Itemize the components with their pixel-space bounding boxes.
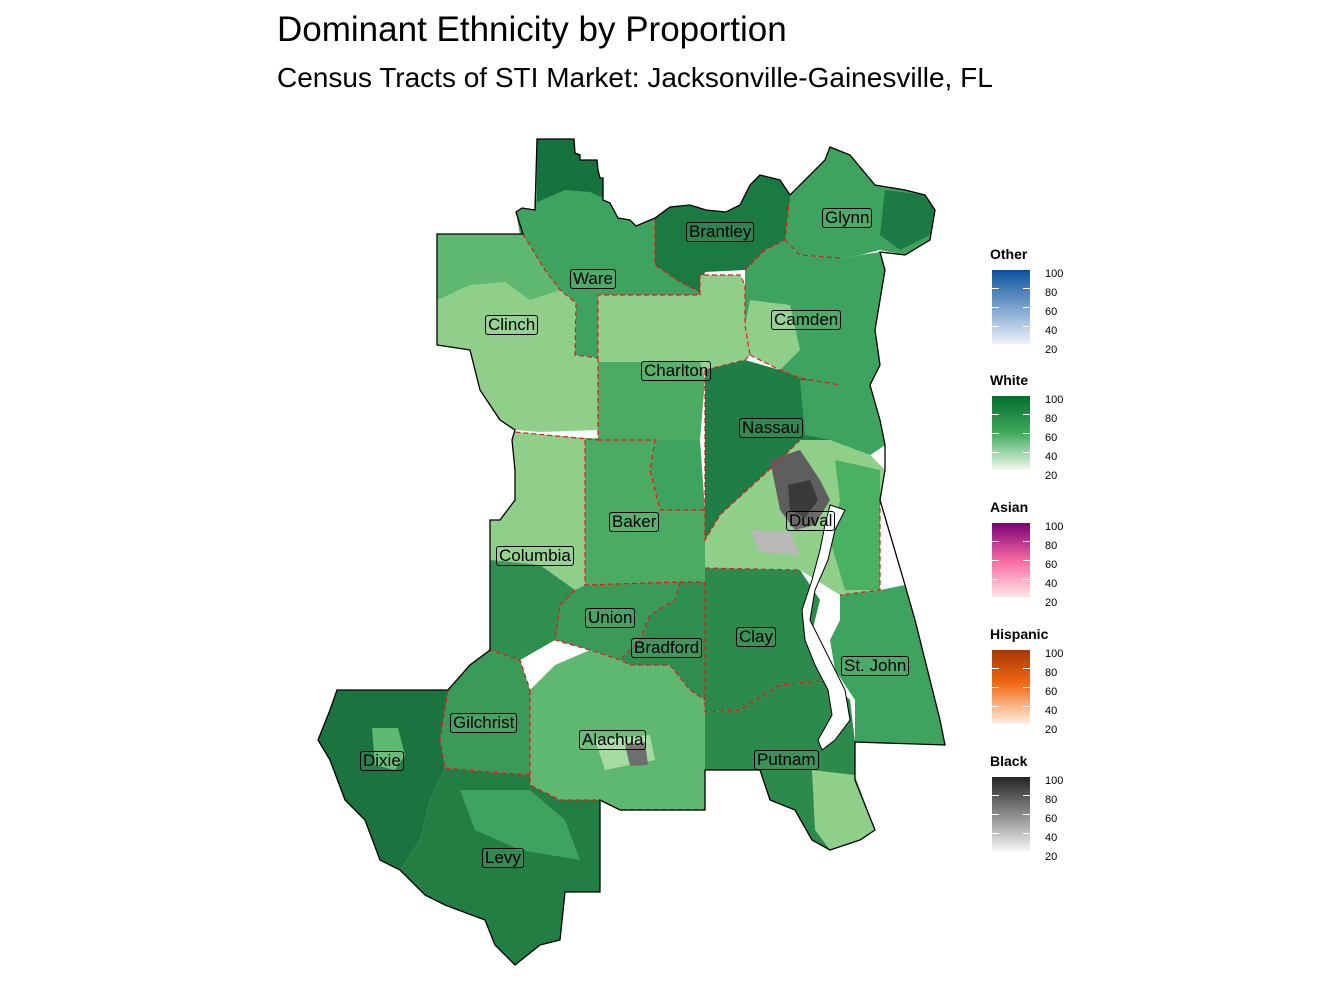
tract-glynn-coast [880,190,935,250]
legend-title-black: Black [990,753,1028,769]
legend-tick-label: 60 [1045,686,1058,698]
tract-dixie-center [372,728,405,770]
tract-duval-black-dark [788,480,818,518]
county-label-gilchrist: Gilchrist [450,713,518,733]
county-boundaries [439,194,881,811]
legend-tick-label: 20 [1045,470,1058,482]
legend-tick-label: 40 [1045,832,1058,844]
county-gilchrist[interactable] [440,650,530,775]
tract-clinch-north [437,234,560,300]
legend-asian: Asian 100 80 60 40 20 [990,499,1080,609]
legend-tick-label: 60 [1045,432,1058,444]
county-label-alachua: Alachua [579,730,647,750]
county-label-clay: Clay [736,627,777,647]
tract-camden-west [745,300,800,370]
county-label-stjohns: St. John [841,656,910,676]
legend-tick-label: 100 [1045,521,1064,533]
legend-black: Black 100 80 60 40 20 [990,753,1080,863]
county-label-putnam: Putnam [754,750,819,770]
legend-tick-label: 100 [1045,394,1064,406]
legend-tick-label: 40 [1045,451,1058,463]
tract-columbia-south [490,560,575,660]
legend-tick-label: 80 [1045,413,1058,425]
legend-tick-label: 60 [1045,559,1058,571]
legend-tick-label: 100 [1045,775,1064,787]
county-label-ware: Ware [570,269,616,289]
county-label-glynn: Glynn [822,208,873,228]
legend-tick-label: 20 [1045,344,1058,356]
legend-other: Other 100 80 60 40 20 [990,246,1080,356]
county-label-bradford: Bradford [631,638,703,658]
legend-title-white: White [990,372,1029,388]
tract-putnam-south [812,770,875,850]
county-label-baker: Baker [609,512,660,532]
county-label-levy: Levy [482,848,524,868]
legend-hispanic: Hispanic 100 80 60 40 20 [990,626,1080,736]
county-fills [318,139,945,965]
legend-tick-label: 80 [1045,287,1058,299]
legend-tick-label: 100 [1045,268,1064,280]
tract-ware-north [537,139,603,202]
county-union[interactable] [555,582,680,660]
county-label-nassau: Nassau [739,418,803,438]
legend-title-hispanic: Hispanic [990,626,1049,642]
legend-tick-label: 40 [1045,325,1058,337]
county-label-brantley: Brantley [686,222,755,242]
county-baker[interactable] [585,438,705,585]
legend-title-other: Other [990,246,1028,262]
legend-tick-label: 20 [1045,851,1058,863]
tract-charlton-south [598,362,705,440]
tract-duval-east [830,460,880,590]
legend-tick-label: 60 [1045,813,1058,825]
county-bradford[interactable] [620,582,705,700]
legend-tick-label: 80 [1045,794,1058,806]
legend-tick-label: 60 [1045,306,1058,318]
county-ware[interactable] [516,139,700,358]
tract-baker-east [650,440,705,510]
legend-tick-label: 80 [1045,540,1058,552]
county-label-clinch: Clinch [485,315,539,335]
legend-tick-label: 40 [1045,705,1058,717]
legend-title-asian: Asian [990,499,1029,515]
county-dixie[interactable] [318,690,448,870]
legend-tick-label: 80 [1045,667,1058,679]
legend-tick-label: 100 [1045,648,1064,660]
legend-white: White 100 80 60 40 20 [990,372,1080,482]
county-label-camden: Camden [771,310,842,330]
legend-tick-label: 20 [1045,597,1058,609]
county-label-union: Union [585,608,636,628]
county-clay[interactable] [705,568,830,712]
tract-nassau-east [800,380,885,455]
county-label-charlton: Charlton [641,361,712,381]
legend-tick-label: 40 [1045,578,1058,590]
chart-subtitle: Census Tracts of STI Market: Jacksonvill… [277,62,993,93]
county-label-columbia: Columbia [496,546,574,566]
chart-title: Dominant Ethnicity by Proportion [277,10,787,49]
tract-duval-black-west [750,530,800,555]
tract-levy-center [460,790,580,860]
legend-tick-label: 20 [1045,724,1058,736]
county-brantley[interactable] [655,175,790,292]
study-area-outline [317,138,946,966]
county-label-duval: Duval [786,511,836,531]
county-label-dixie: Dixie [360,751,404,771]
tract-alachua-black [625,742,648,766]
st-johns-river [801,504,851,751]
